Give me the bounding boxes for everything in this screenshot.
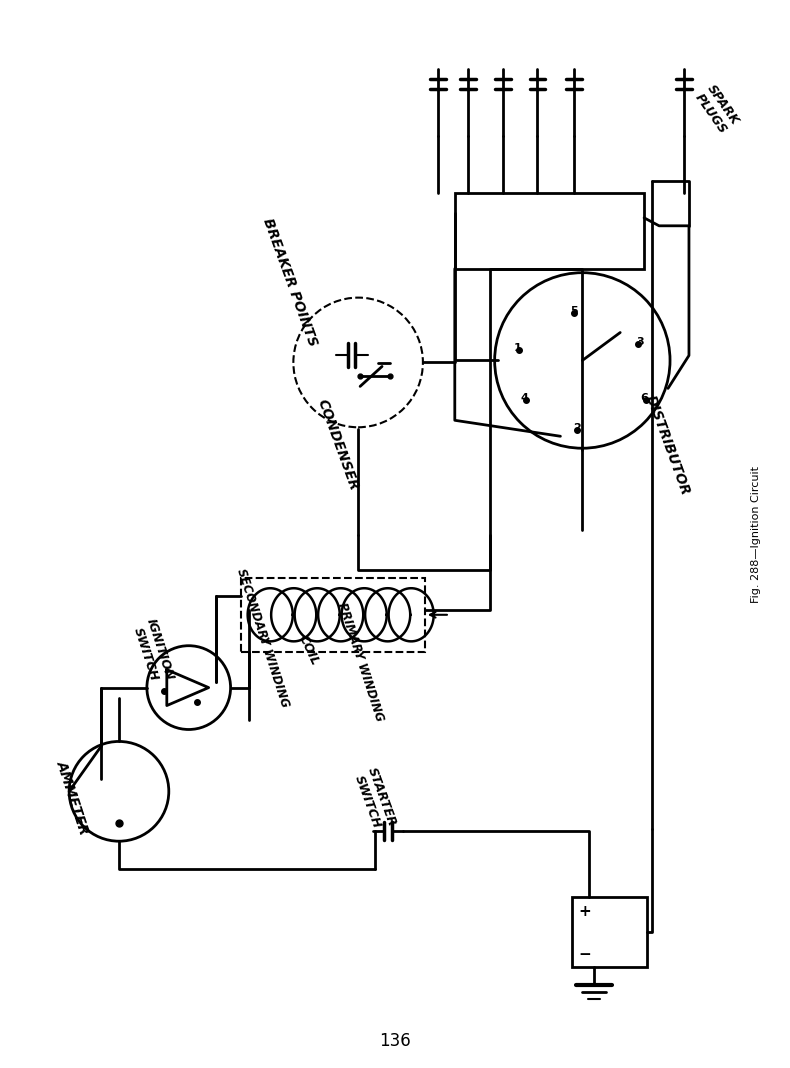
Text: PRIMARY WINDING: PRIMARY WINDING [335,600,386,723]
Text: 5: 5 [570,305,578,315]
Text: SPARK
PLUGS: SPARK PLUGS [692,82,742,136]
Text: Fig. 288—Ignition Circuit: Fig. 288—Ignition Circuit [750,467,761,603]
Bar [573,897,647,967]
Text: +: + [578,904,591,918]
Text: 1: 1 [514,344,521,354]
Text: STARTER
SWITCH: STARTER SWITCH [352,766,399,833]
Text: −: − [578,947,591,962]
Text: 3: 3 [636,337,644,347]
Text: 4: 4 [521,393,529,404]
Text: 136: 136 [379,1032,411,1050]
Text: COIL: COIL [295,632,321,668]
Bar [455,193,644,269]
Text: DISTRIBUTOR: DISTRIBUTOR [642,393,692,498]
Text: AMMETER: AMMETER [55,758,92,836]
Text: IGNITION
SWITCH: IGNITION SWITCH [130,617,176,687]
Text: SECONDARY WINDING: SECONDARY WINDING [234,567,291,709]
Text: CONDENSER: CONDENSER [315,397,361,492]
Text: 6: 6 [640,393,648,404]
Text: BREAKER POINTS: BREAKER POINTS [261,217,320,348]
Text: 2: 2 [574,423,581,434]
Bar [240,578,425,651]
